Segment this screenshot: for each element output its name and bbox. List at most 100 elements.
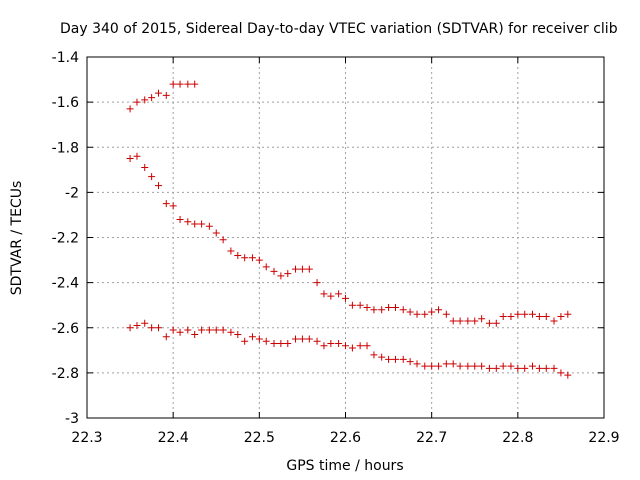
- data-point: [542, 312, 550, 320]
- plot-frame: [86, 56, 605, 419]
- data-point: [184, 326, 192, 334]
- data-point: [313, 279, 321, 287]
- data-point: [449, 360, 457, 368]
- data-point: [406, 308, 414, 316]
- data-point: [126, 324, 134, 332]
- y-axis-label: SDTVAR / TECUs: [9, 181, 25, 296]
- data-point: [413, 360, 421, 368]
- data-point: [378, 306, 386, 314]
- data-point: [542, 364, 550, 372]
- data-point: [205, 222, 213, 230]
- data-point: [435, 362, 443, 370]
- y-tick-label: -3: [65, 411, 79, 427]
- y-tick-label: -2.4: [52, 276, 79, 292]
- data-point: [550, 364, 558, 372]
- data-point: [162, 91, 170, 99]
- data-point: [219, 236, 227, 244]
- y-tick-labels: -3 -2.8 -2.6 -2.4 -2.2 -2 -1.8 -1.6 -1.4: [52, 50, 79, 427]
- data-point: [435, 306, 443, 314]
- data-point: [327, 292, 335, 300]
- data-point: [141, 319, 149, 327]
- data-point: [255, 335, 263, 343]
- data-point: [535, 312, 543, 320]
- data-point: [184, 80, 192, 88]
- data-point: [133, 321, 141, 329]
- data-point: [399, 355, 407, 363]
- data-point: [212, 326, 220, 334]
- data-point: [176, 328, 184, 336]
- x-tick-label: 22.4: [158, 430, 189, 446]
- data-point: [277, 272, 285, 280]
- data-point: [162, 200, 170, 208]
- data-point: [342, 294, 349, 302]
- data-point: [255, 256, 263, 264]
- data-point: [363, 303, 371, 311]
- data-point: [148, 324, 156, 332]
- data-point: [478, 315, 486, 323]
- y-tick-label: -1.4: [52, 50, 79, 66]
- data-point: [176, 215, 184, 223]
- data-point: [141, 96, 149, 104]
- data-point: [428, 362, 436, 370]
- data-point: [284, 340, 292, 348]
- data-point: [399, 306, 407, 314]
- data-point: [363, 342, 371, 350]
- data-point: [327, 340, 335, 348]
- data-point: [385, 355, 393, 363]
- data-point: [499, 362, 507, 370]
- data-point: [133, 98, 141, 106]
- data-point: [262, 337, 270, 345]
- data-point: [428, 308, 436, 316]
- data-point: [248, 333, 256, 341]
- y-tick-label: -1.6: [52, 95, 79, 111]
- data-point: [227, 247, 235, 255]
- data-point: [169, 80, 177, 88]
- data-point: [370, 351, 378, 359]
- data-point: [471, 362, 479, 370]
- data-point: [141, 164, 149, 172]
- data-point: [219, 326, 227, 334]
- data-point: [126, 105, 134, 113]
- data-point: [262, 263, 270, 271]
- data-point: [557, 312, 565, 320]
- data-point: [514, 310, 522, 318]
- data-point: [391, 303, 399, 311]
- data-point: [248, 254, 256, 262]
- data-point: [342, 342, 349, 350]
- data-point: [464, 362, 472, 370]
- data-point: [292, 335, 300, 343]
- data-point: [155, 324, 163, 332]
- data-point: [191, 331, 199, 339]
- data-point: [198, 220, 206, 228]
- data-point: [205, 326, 213, 334]
- data-point: [485, 319, 493, 327]
- data-point: [320, 290, 328, 298]
- data-point: [169, 202, 177, 210]
- data-point: [191, 220, 199, 228]
- data-point: [234, 252, 242, 260]
- data-point: [456, 317, 464, 325]
- data-point: [234, 331, 242, 339]
- data-point: [198, 326, 206, 334]
- data-point: [148, 94, 156, 102]
- data-point: [449, 317, 457, 325]
- data-point: [550, 317, 558, 325]
- grid: [87, 57, 604, 418]
- data-point: [378, 353, 386, 361]
- data-point: [305, 265, 313, 273]
- data-point: [298, 335, 306, 343]
- data-point: [169, 326, 177, 334]
- data-point: [464, 317, 472, 325]
- data-point: [277, 340, 285, 348]
- data-point: [356, 342, 364, 350]
- data-point: [421, 362, 429, 370]
- data-point: [514, 364, 522, 372]
- data-point: [126, 155, 134, 163]
- data-point: [528, 310, 536, 318]
- data-points: [126, 80, 572, 379]
- data-point: [356, 301, 364, 309]
- data-point: [557, 369, 565, 377]
- data-point: [305, 335, 313, 343]
- data-point: [492, 319, 500, 327]
